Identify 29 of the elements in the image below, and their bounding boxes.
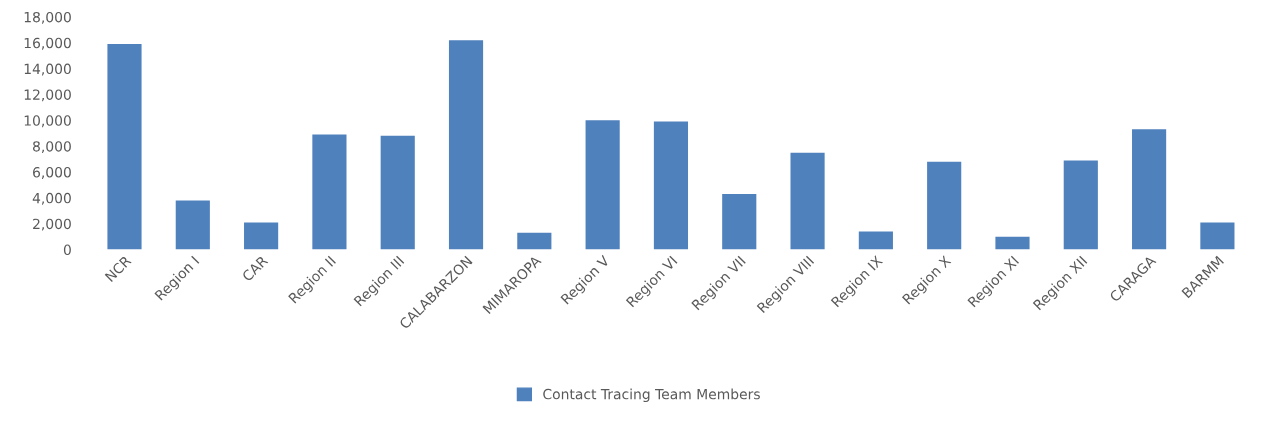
- y-tick-label: 10,000: [24, 115, 71, 128]
- bar: [1200, 222, 1235, 250]
- bar: [585, 120, 620, 250]
- y-tick-label: 2,000: [33, 218, 71, 231]
- y-tick-label: 4,000: [32, 192, 71, 205]
- bar: [312, 134, 347, 250]
- y-tick-label: 0: [63, 244, 71, 256]
- y-tick-label: 8,000: [33, 141, 71, 154]
- bar: [722, 193, 757, 250]
- y-tick-label: 16,000: [24, 37, 71, 50]
- bar: [380, 135, 415, 250]
- bar: [1132, 129, 1167, 250]
- bar: [448, 40, 484, 250]
- bar: [995, 236, 1030, 250]
- bar: [517, 232, 552, 250]
- bar: [653, 121, 689, 250]
- bar: [107, 44, 142, 250]
- y-tick-label: 18,000: [24, 11, 71, 24]
- bar: [927, 161, 962, 250]
- bar: [244, 222, 279, 250]
- legend-label: Contact Tracing Team Members: [543, 388, 760, 403]
- bar: [1063, 160, 1098, 250]
- y-tick-label: 12,000: [24, 89, 71, 102]
- bar: [790, 152, 825, 250]
- y-tick-label: 6,000: [33, 166, 71, 179]
- bar: [858, 231, 893, 250]
- y-tick-label: 14,000: [24, 63, 71, 76]
- x-tick-label: CAR: [241, 254, 269, 282]
- bar: [175, 200, 210, 250]
